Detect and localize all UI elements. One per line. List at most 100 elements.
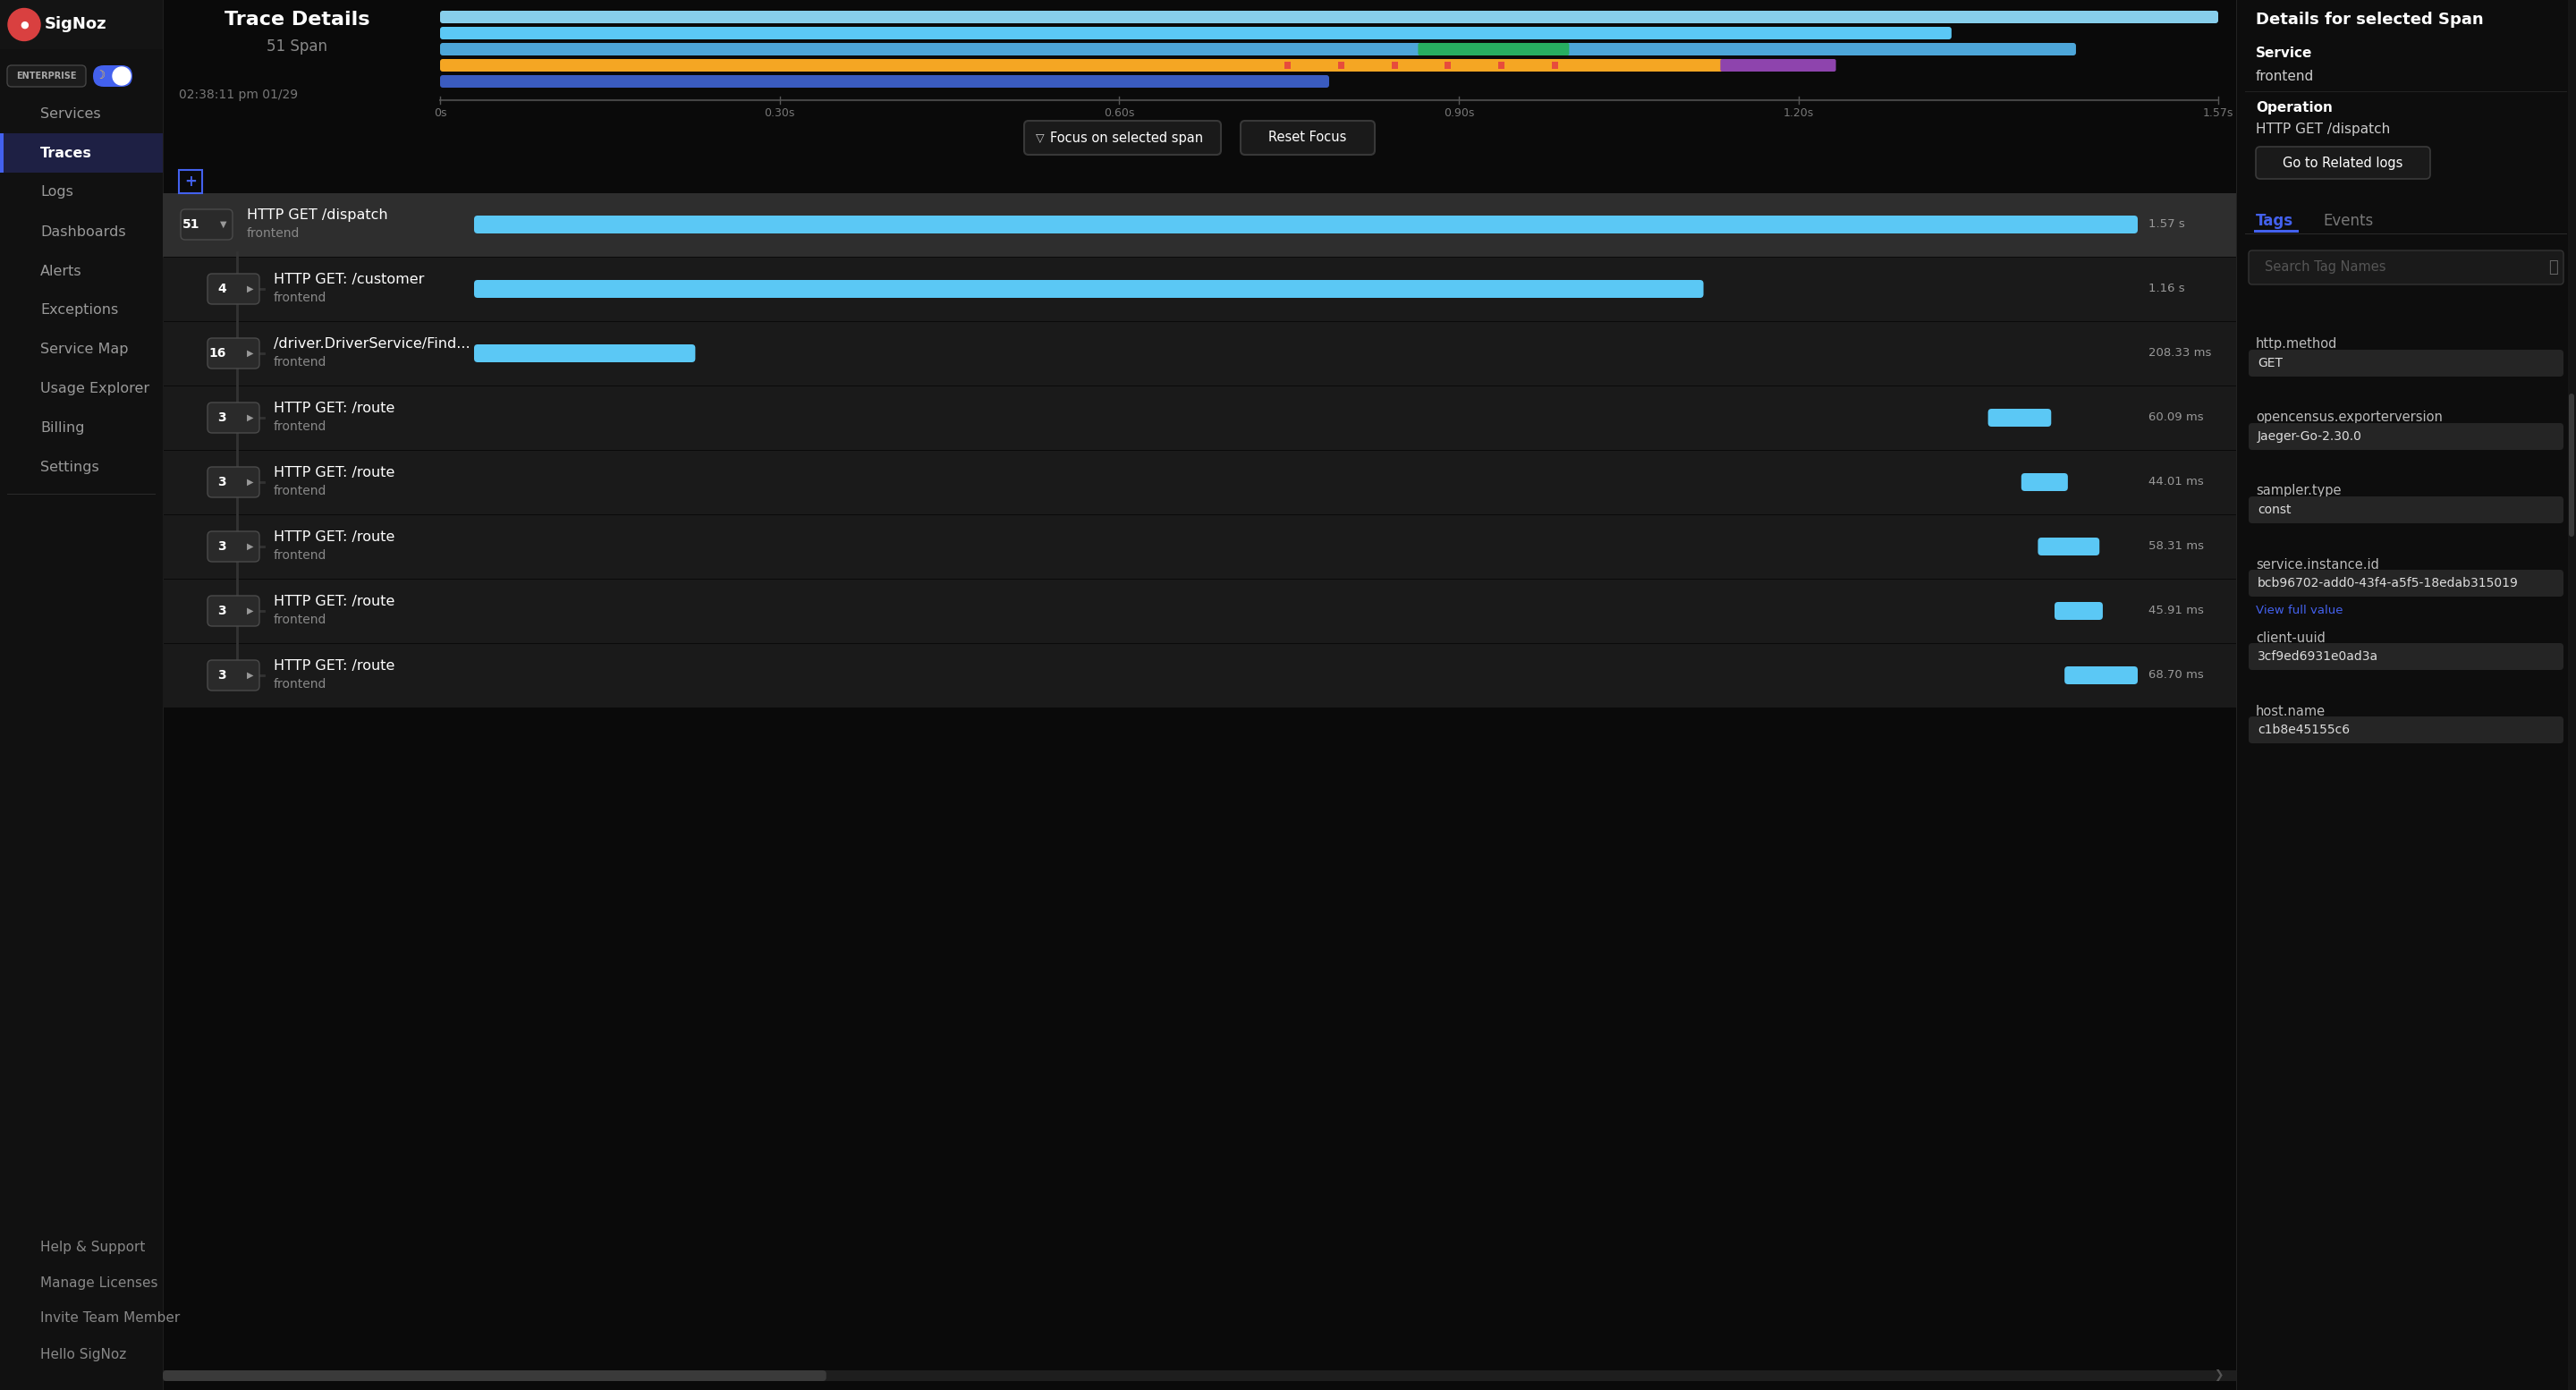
Bar bbox=[162, 322, 2236, 385]
Text: HTTP GET: /route: HTTP GET: /route bbox=[273, 402, 394, 416]
Text: 1.20s: 1.20s bbox=[1783, 107, 1814, 118]
FancyBboxPatch shape bbox=[209, 467, 260, 498]
Text: ▶: ▶ bbox=[247, 542, 255, 550]
Text: bcb96702-add0-43f4-a5f5-18edab315019: bcb96702-add0-43f4-a5f5-18edab315019 bbox=[2257, 577, 2519, 589]
Text: HTTP GET: /route: HTTP GET: /route bbox=[273, 660, 394, 673]
Text: sampler.type: sampler.type bbox=[2257, 484, 2342, 498]
Bar bbox=[0, 0, 162, 1390]
Text: Alerts: Alerts bbox=[41, 264, 82, 278]
Bar bbox=[1391, 61, 1399, 70]
FancyBboxPatch shape bbox=[440, 26, 1953, 39]
FancyBboxPatch shape bbox=[209, 274, 260, 304]
Text: Invite Team Member: Invite Team Member bbox=[41, 1312, 180, 1325]
FancyBboxPatch shape bbox=[1242, 121, 1376, 154]
FancyBboxPatch shape bbox=[2249, 350, 2563, 377]
Text: 02:38:11 pm 01/29: 02:38:11 pm 01/29 bbox=[178, 89, 299, 101]
Bar bbox=[1285, 61, 1291, 70]
Text: Hello SigNoz: Hello SigNoz bbox=[41, 1347, 126, 1361]
Text: 0.90s: 0.90s bbox=[1443, 107, 1473, 118]
FancyBboxPatch shape bbox=[2249, 570, 2563, 596]
Text: +: + bbox=[185, 174, 196, 189]
Text: Manage Licenses: Manage Licenses bbox=[41, 1276, 157, 1290]
Text: 3: 3 bbox=[219, 541, 227, 553]
FancyBboxPatch shape bbox=[2249, 496, 2563, 523]
Text: client-uuid: client-uuid bbox=[2257, 631, 2326, 645]
FancyBboxPatch shape bbox=[2257, 147, 2429, 179]
Circle shape bbox=[113, 67, 131, 85]
Text: c1b8e45155c6: c1b8e45155c6 bbox=[2257, 724, 2349, 737]
Text: HTTP GET: /customer: HTTP GET: /customer bbox=[273, 274, 425, 286]
Text: 0.60s: 0.60s bbox=[1105, 107, 1133, 118]
Text: Settings: Settings bbox=[41, 461, 98, 474]
Text: ⌕: ⌕ bbox=[2548, 260, 2558, 275]
FancyBboxPatch shape bbox=[2249, 250, 2563, 285]
Text: 4: 4 bbox=[216, 282, 227, 295]
Text: 44.01 ms: 44.01 ms bbox=[2148, 477, 2202, 488]
FancyBboxPatch shape bbox=[1721, 58, 1837, 71]
Text: Help & Support: Help & Support bbox=[41, 1240, 144, 1254]
Text: View full value: View full value bbox=[2257, 605, 2344, 617]
Text: 58.31 ms: 58.31 ms bbox=[2148, 541, 2205, 552]
Bar bbox=[1445, 61, 1450, 70]
Text: ▶: ▶ bbox=[247, 606, 255, 616]
Text: frontend: frontend bbox=[2257, 70, 2313, 83]
Text: frontend: frontend bbox=[273, 356, 327, 368]
Text: Billing: Billing bbox=[41, 421, 85, 435]
Text: service.instance.id: service.instance.id bbox=[2257, 557, 2380, 571]
Text: HTTP GET /dispatch: HTTP GET /dispatch bbox=[2257, 122, 2391, 136]
Text: Exceptions: Exceptions bbox=[41, 303, 118, 317]
Text: ●: ● bbox=[21, 19, 28, 29]
Text: 1.57s: 1.57s bbox=[2202, 107, 2233, 118]
FancyBboxPatch shape bbox=[2249, 423, 2563, 450]
Text: GET: GET bbox=[2257, 357, 2282, 370]
Bar bbox=[162, 0, 2236, 1390]
Text: frontend: frontend bbox=[273, 549, 327, 562]
Text: ▼: ▼ bbox=[222, 220, 227, 229]
Bar bbox=[178, 170, 201, 193]
Text: frontend: frontend bbox=[273, 678, 327, 691]
Text: ▶: ▶ bbox=[247, 413, 255, 423]
Text: Service Map: Service Map bbox=[41, 343, 129, 356]
Text: ▶: ▶ bbox=[247, 349, 255, 357]
Text: Tags: Tags bbox=[2257, 213, 2293, 229]
Bar bbox=[1337, 61, 1345, 70]
FancyBboxPatch shape bbox=[2568, 393, 2573, 537]
FancyBboxPatch shape bbox=[440, 75, 1329, 88]
Bar bbox=[162, 386, 2236, 450]
Bar bbox=[1551, 61, 1558, 70]
FancyBboxPatch shape bbox=[440, 43, 2076, 56]
FancyBboxPatch shape bbox=[2022, 473, 2069, 491]
Text: Service: Service bbox=[2257, 47, 2313, 60]
Bar bbox=[2254, 229, 2298, 232]
Text: HTTP GET: /route: HTTP GET: /route bbox=[273, 467, 394, 480]
FancyBboxPatch shape bbox=[2063, 666, 2138, 684]
Text: 3: 3 bbox=[219, 605, 227, 617]
Text: 45.91 ms: 45.91 ms bbox=[2148, 605, 2205, 617]
FancyBboxPatch shape bbox=[440, 58, 1826, 71]
Text: ☽: ☽ bbox=[95, 71, 106, 82]
Text: ▶: ▶ bbox=[247, 285, 255, 293]
Bar bbox=[162, 1371, 2236, 1382]
Text: Dashboards: Dashboards bbox=[41, 225, 126, 238]
Bar bbox=[162, 644, 2236, 708]
FancyBboxPatch shape bbox=[2056, 602, 2102, 620]
Text: Logs: Logs bbox=[41, 186, 72, 199]
Text: ▶: ▶ bbox=[247, 478, 255, 486]
Text: frontend: frontend bbox=[273, 292, 327, 304]
Text: /driver.DriverService/Find...: /driver.DriverService/Find... bbox=[273, 338, 471, 352]
Bar bbox=[162, 516, 2236, 578]
Bar bbox=[162, 450, 2236, 514]
Text: Services: Services bbox=[41, 107, 100, 121]
FancyBboxPatch shape bbox=[2038, 538, 2099, 556]
Text: frontend: frontend bbox=[247, 227, 299, 239]
Bar bbox=[0, 133, 3, 172]
Text: Reset Focus: Reset Focus bbox=[1267, 131, 1347, 145]
Text: 60.09 ms: 60.09 ms bbox=[2148, 411, 2202, 424]
Text: Trace Details: Trace Details bbox=[224, 11, 368, 29]
FancyBboxPatch shape bbox=[8, 65, 85, 86]
Text: ENTERPRISE: ENTERPRISE bbox=[15, 71, 77, 81]
Text: 0s: 0s bbox=[433, 107, 446, 118]
Text: 51: 51 bbox=[183, 218, 198, 231]
Text: HTTP GET: /route: HTTP GET: /route bbox=[273, 531, 394, 545]
Bar bbox=[162, 257, 2236, 321]
